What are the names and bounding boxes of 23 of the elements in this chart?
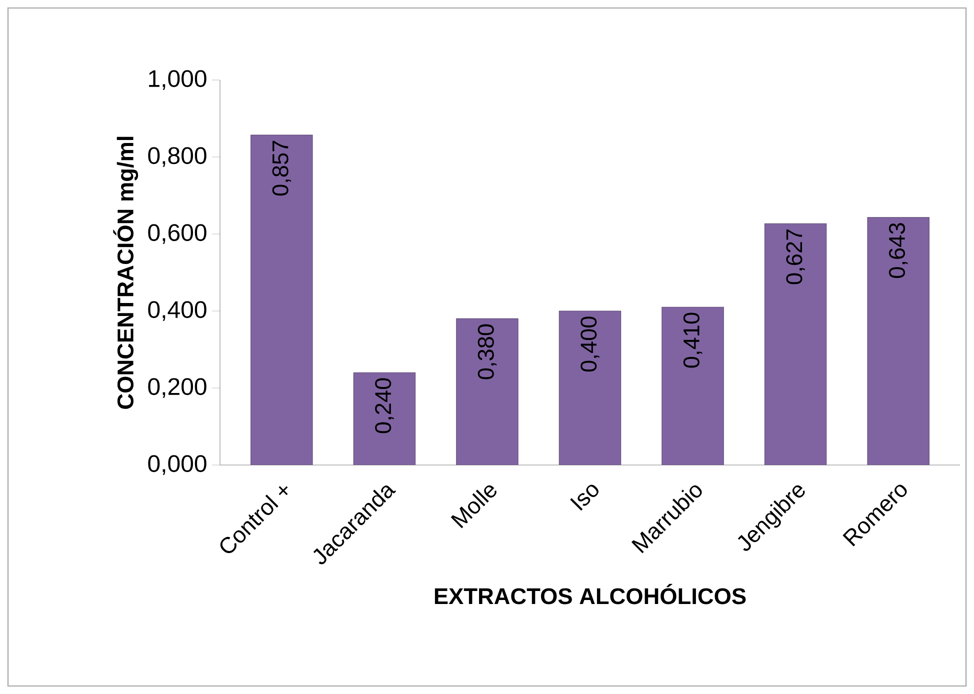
data-label: 0,380: [478, 324, 497, 380]
bar: [764, 223, 827, 465]
y-tick-label: 0,600: [148, 224, 206, 244]
data-label: 0,410: [683, 312, 702, 368]
data-label: 0,857: [272, 140, 292, 196]
data-label: 0,240: [375, 378, 394, 434]
bar: [662, 306, 724, 465]
bar: [250, 134, 313, 465]
bar: [456, 318, 518, 465]
data-label: 0,400: [580, 316, 600, 372]
data-label: 0,627: [786, 229, 805, 284]
bar: [353, 372, 416, 465]
x-axis-title: EXTRACTOS ALCOHÓLICOS: [434, 584, 746, 604]
y-tick-label: 0,800: [148, 147, 206, 167]
bar: [867, 217, 930, 465]
y-tick-label: 1,000: [149, 70, 206, 90]
x-tick-label: Iso: [570, 484, 598, 511]
y-tick-label: 0,000: [148, 455, 206, 475]
y-axis-title: CONCENTRACIÓN mg/ml: [113, 136, 138, 409]
bar: [558, 310, 622, 465]
y-tick-label: 0,400: [148, 301, 206, 321]
data-label: 0,643: [888, 223, 908, 278]
y-tick-label: 0,200: [148, 378, 206, 398]
